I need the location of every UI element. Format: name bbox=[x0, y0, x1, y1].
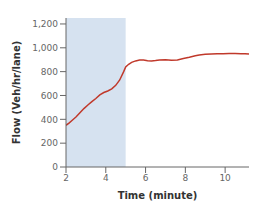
svg-text:1,200: 1,200 bbox=[32, 19, 58, 29]
svg-text:Time (minute): Time (minute) bbox=[118, 190, 198, 201]
svg-text:200: 200 bbox=[41, 138, 58, 148]
svg-text:800: 800 bbox=[41, 67, 58, 77]
svg-text:4: 4 bbox=[103, 173, 109, 183]
svg-text:400: 400 bbox=[41, 115, 58, 125]
svg-text:0: 0 bbox=[52, 162, 58, 172]
svg-text:6: 6 bbox=[143, 173, 149, 183]
svg-text:Flow (Veh/hr/lane): Flow (Veh/hr/lane) bbox=[11, 41, 22, 145]
svg-text:2: 2 bbox=[63, 173, 69, 183]
svg-text:600: 600 bbox=[41, 91, 58, 101]
svg-text:1,000: 1,000 bbox=[32, 43, 58, 53]
svg-text:10: 10 bbox=[219, 173, 231, 183]
svg-text:8: 8 bbox=[182, 173, 188, 183]
